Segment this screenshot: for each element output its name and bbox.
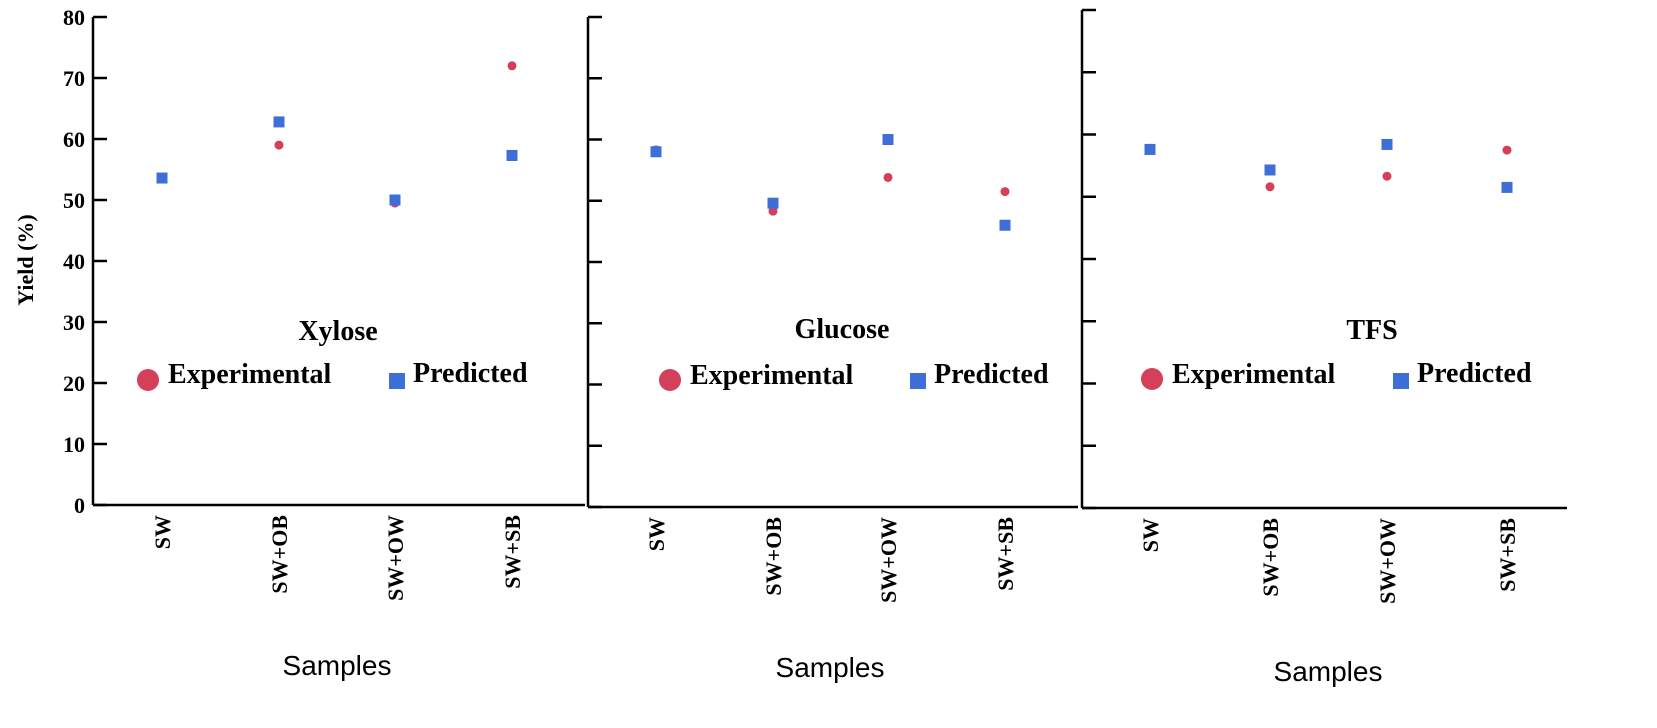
legend-experimental-marker [659,369,681,391]
predicted-point [1264,164,1276,176]
x-axis-title: Samples [776,652,885,683]
legend-experimental-label: Experimental [690,360,854,391]
legend-predicted-label: Predicted [1417,358,1532,389]
panel-xylose: 0 10 20 30 40 50 60 70 80 SW SW+OB SW+OW SW+SB Xylose… [13,5,585,681]
experimental-point [1000,187,1010,197]
predicted-point [767,197,779,209]
y-tick-label: 40 [63,249,85,274]
panel-title: TFS [1346,315,1397,346]
y-tick-label: 70 [63,66,85,91]
y-tick-label: 50 [63,188,85,213]
x-category-label: SW+OW [383,515,408,601]
x-category-label: SW [150,515,175,549]
y-tick-label: 30 [63,310,85,335]
experimental-point [507,61,517,71]
predicted-point [650,146,662,158]
x-category-label: SW+SB [1495,518,1520,592]
x-category-label: SW [644,517,669,551]
panel-glucose: SW SW+OB SW+OW SW+SB Glucose Experimental Pred… [586,15,1078,683]
x-category-label: SW+OB [1258,518,1283,597]
predicted-point [156,172,168,184]
y-tick-label: 60 [63,127,85,152]
experimental-point [768,206,778,216]
predicted-point [1501,181,1513,193]
experimental-point [1502,145,1512,155]
y-tick-label: 20 [63,371,85,396]
predicted-point [882,134,894,145]
x-category-label: SW+SB [500,515,525,589]
predicted-point [1144,143,1156,155]
predicted-point [273,116,285,128]
experimental-point [883,172,893,182]
experimental-point [274,140,284,150]
y-tick-label: 80 [63,5,85,30]
experimental-point [1265,182,1275,192]
y-axis-title: Yield (%) [13,214,38,305]
legend-experimental-marker [137,369,159,391]
x-category-label: SW+OW [1375,518,1400,604]
panel-title: Glucose [795,314,890,345]
experimental-point [1382,171,1392,181]
legend-experimental-label: Experimental [168,359,332,390]
y-tick-label: 0 [74,493,85,518]
legend-predicted-marker [910,373,926,389]
legend-experimental-marker [1141,368,1163,390]
x-category-label: SW+SB [993,517,1018,591]
predicted-point [389,194,401,206]
legend-predicted-label: Predicted [934,359,1049,390]
x-axis-title: Samples [283,650,392,681]
legend-experimental-label: Experimental [1172,359,1336,390]
x-category-label: SW [1138,518,1163,552]
x-category-label: SW+OB [267,515,292,594]
x-category-label: SW+OB [761,517,786,596]
x-axis-title: Samples [1274,656,1383,687]
legend-predicted-label: Predicted [413,358,528,389]
panel-title: Xylose [298,316,377,347]
y-tick-label: 10 [63,432,85,457]
predicted-point [1381,138,1393,150]
panel-tfs: SW SW+OB SW+OW SW+SB TFS Experimental Predicte… [1080,8,1567,687]
legend-predicted-marker [1393,373,1409,389]
x-category-label: SW+OW [876,517,901,603]
predicted-point [999,219,1011,231]
predicted-point [506,149,518,161]
legend-predicted-marker [389,373,405,389]
